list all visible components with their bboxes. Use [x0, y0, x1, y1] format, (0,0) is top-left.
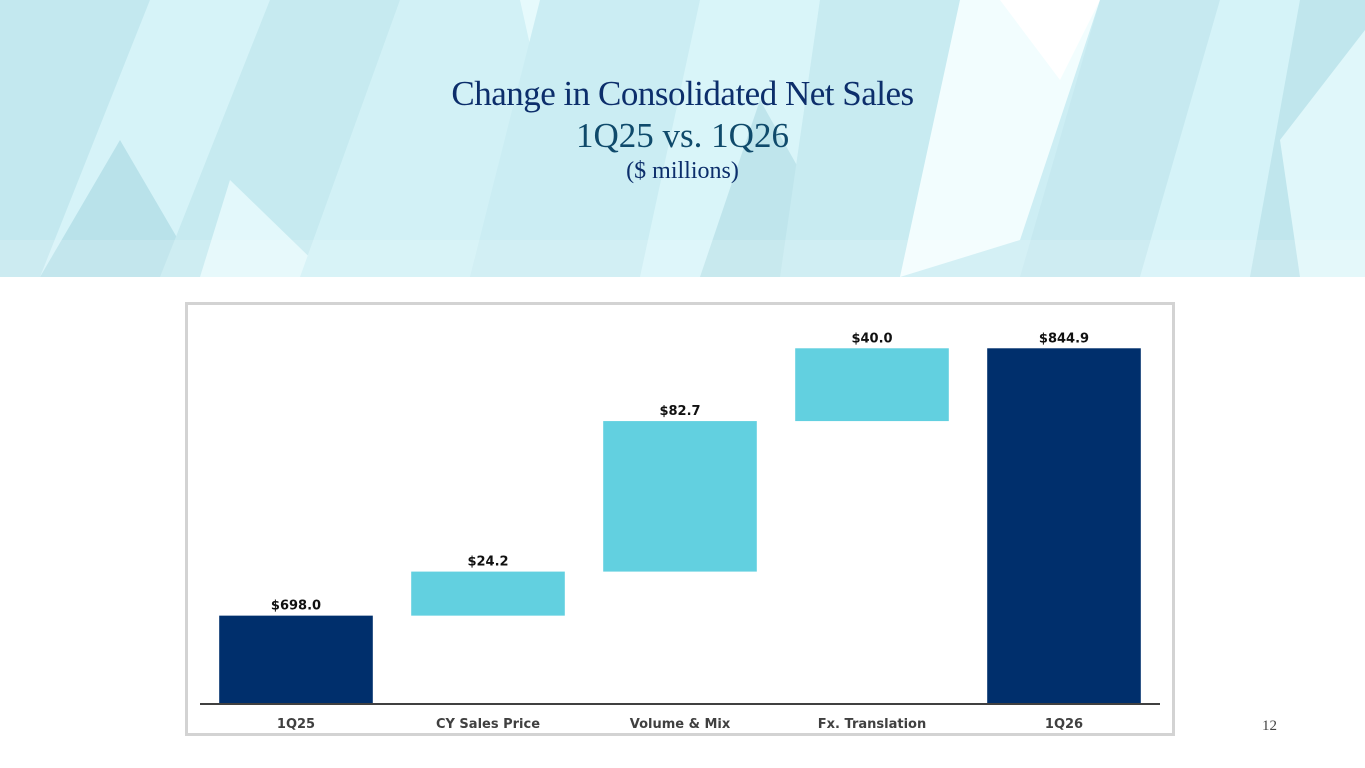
bar-volume-mix [603, 421, 757, 572]
bar-1q26 [987, 348, 1141, 703]
x-tick-label: Fx. Translation [818, 717, 926, 732]
units-label: ($ millions) [626, 158, 739, 184]
data-label: $82.7 [659, 404, 700, 419]
waterfall-chart: $698.0 1Q25 $24.2 CY Sales Price $82.7 Volume… [200, 331, 1160, 732]
page-title: Change in Consolidated Net Sales [451, 74, 914, 113]
data-label: $24.2 [467, 555, 508, 570]
page-number: 12 [1262, 718, 1277, 734]
x-tick-label: 1Q26 [1045, 717, 1083, 732]
data-label: $40.0 [851, 331, 892, 346]
bar-cy-sales-price [411, 571, 565, 616]
x-tick-label: Volume & Mix [630, 717, 731, 732]
data-label: $844.9 [1039, 331, 1089, 346]
chart-frame: $698.0 1Q25 $24.2 CY Sales Price $82.7 Volume… [185, 302, 1175, 736]
header-banner: Change in Consolidated Net Sales 1Q25 vs… [0, 0, 1365, 277]
title-block: Change in Consolidated Net Sales 1Q25 vs… [0, 72, 1365, 186]
x-tick-label: 1Q25 [277, 717, 315, 732]
x-tick-label: CY Sales Price [436, 717, 540, 732]
data-label: $698.0 [271, 599, 321, 614]
geometric-background [0, 0, 1365, 277]
page-subtitle: 1Q25 vs. 1Q26 [576, 116, 789, 155]
bar-fx-translation [795, 348, 949, 422]
bar-1q25 [219, 615, 373, 703]
